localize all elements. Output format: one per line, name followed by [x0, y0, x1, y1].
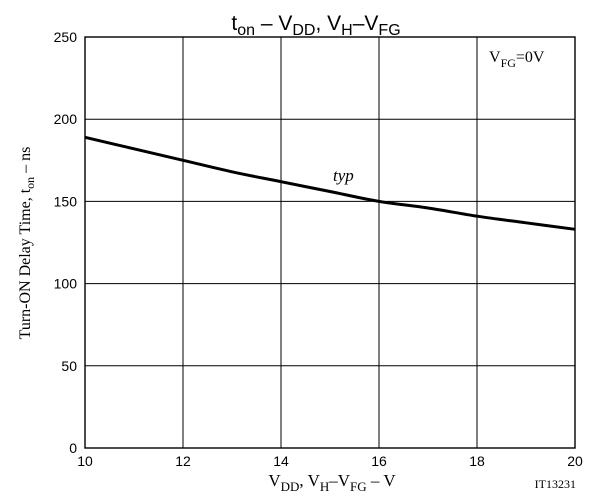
series-line-typ [84, 135, 576, 231]
y-axis-label: Turn-ON Delay Time, ton – ns [17, 147, 37, 340]
y-tick-label: 0 [69, 440, 77, 456]
y-tick-labels: 0 50 100 150 200 250 [54, 29, 78, 456]
condition-label: VFG=0V [489, 49, 545, 70]
x-tick-label: 10 [77, 453, 93, 469]
y-tick-label: 200 [54, 111, 78, 127]
series-label-typ: typ [333, 166, 354, 185]
grid [84, 36, 576, 449]
x-tick-label: 18 [469, 453, 485, 469]
plot-frame [84, 36, 576, 449]
chart-title: ton – VDD, VH–VFG [231, 12, 400, 39]
y-tick-label: 250 [54, 29, 78, 45]
x-tick-label: 12 [175, 453, 191, 469]
x-tick-label: 16 [371, 453, 387, 469]
figure-code: IT13231 [535, 477, 576, 491]
x-tick-labels: 10 12 14 16 18 20 [77, 453, 583, 469]
x-tick-label: 14 [273, 453, 289, 469]
y-tick-label: 50 [61, 358, 77, 374]
x-tick-label: 20 [567, 453, 583, 469]
y-tick-label: 100 [54, 276, 78, 292]
x-axis-label: VDD, VH–VFG – V [268, 471, 396, 494]
y-tick-label: 150 [54, 193, 78, 209]
